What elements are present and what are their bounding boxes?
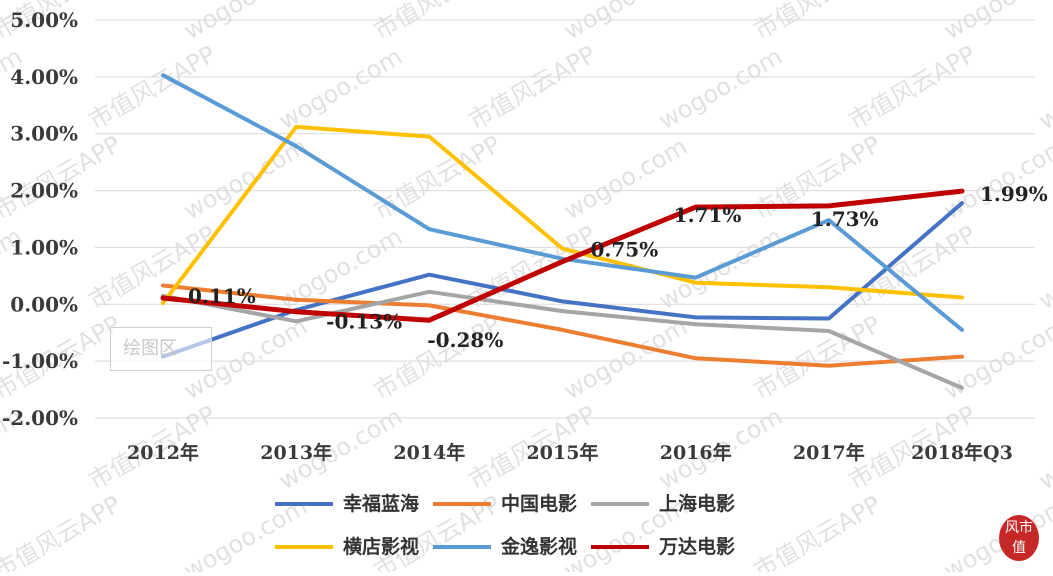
series-lines (160, 73, 965, 390)
watermark-text: wogoo.com (559, 132, 692, 225)
watermark-text: wogoo.com (1034, 402, 1053, 495)
watermark-text: 市值风云APP (464, 40, 600, 135)
brand-logo-icon: 风市值 (999, 515, 1039, 561)
data-label: 0.11% (188, 284, 256, 308)
y-tick-label: 1.00% (10, 235, 78, 259)
y-tick-label: 0.00% (10, 292, 78, 316)
legend-label: 中国电影 (501, 492, 577, 515)
watermark-text: wogoo.com (559, 312, 692, 405)
legend-label: 金逸影视 (500, 535, 577, 558)
data-label: 0.75% (591, 238, 659, 262)
watermark-text: 市值风云APP (749, 310, 885, 405)
data-labels: 0.11% -0.13% -0.28% 0.75% 1.71% 1.73% 1.99% (188, 182, 1048, 352)
watermark-text: 市值风云APP (844, 40, 980, 135)
x-tick-label: 2013年 (260, 441, 332, 464)
y-tick-label: -1.00% (2, 349, 78, 373)
y-tick-label: 5.00% (10, 8, 78, 32)
x-axis-ticks: 2012年 2013年 2014年 2015年 2016年 2017年 2018年Q3 (127, 441, 1013, 464)
x-tick-label: 2017年 (793, 441, 865, 464)
legend-label: 横店影视 (343, 535, 419, 558)
series-line-5 (160, 188, 965, 323)
series-line-1 (161, 283, 964, 368)
watermark-text: 市值风云APP (0, 490, 125, 572)
watermark-text: wogoo.com (559, 0, 692, 45)
legend-label: 幸福蓝海 (343, 492, 419, 515)
watermark-text: wogoo.com (939, 132, 1053, 225)
y-tick-label: 3.00% (10, 122, 78, 146)
x-tick-label: 2018年Q3 (911, 441, 1013, 464)
x-tick-label: 2016年 (660, 441, 732, 464)
watermark-text: wogoo.com (1034, 222, 1053, 315)
y-tick-label: 2.00% (10, 179, 78, 203)
x-tick-label: 2015年 (527, 441, 599, 464)
x-tick-label: 2012年 (127, 441, 199, 464)
watermark-text: wogoo.com (179, 0, 312, 45)
series-line-2 (161, 289, 964, 390)
data-label: 1.73% (811, 207, 879, 231)
data-label: 1.71% (674, 203, 742, 227)
y-tick-label: -2.00% (2, 406, 78, 430)
plot-area-stamp: 绘图区 (110, 327, 212, 371)
watermark-text: 市值风云APP (369, 0, 505, 45)
data-label: -0.13% (326, 310, 402, 334)
watermark-text: wogoo.com (274, 42, 407, 135)
watermark-text: wogoo.com (1034, 42, 1053, 135)
data-label: -0.28% (427, 328, 503, 352)
y-tick-label: 4.00% (10, 65, 78, 89)
watermark-text: wogoo.com (654, 42, 787, 135)
data-label: 1.99% (980, 182, 1048, 206)
x-tick-label: 2014年 (393, 441, 465, 464)
watermark-text: wogoo.com (939, 0, 1053, 45)
watermark-text: 市值风云APP (749, 0, 885, 45)
legend-label: 上海电影 (659, 492, 735, 515)
watermark-text: 市值风云APP (844, 220, 980, 315)
y-axis-ticks: -2.00% -1.00% 0.00% 1.00% 2.00% 3.00% 4.00% 5.0… (2, 8, 78, 430)
legend-label: 万达电影 (658, 535, 735, 558)
watermark-text: 市值风云APP (749, 490, 885, 572)
watermark-text: 市值风云APP (84, 40, 220, 135)
series-line-3 (161, 124, 964, 306)
series-line-4 (161, 73, 964, 332)
